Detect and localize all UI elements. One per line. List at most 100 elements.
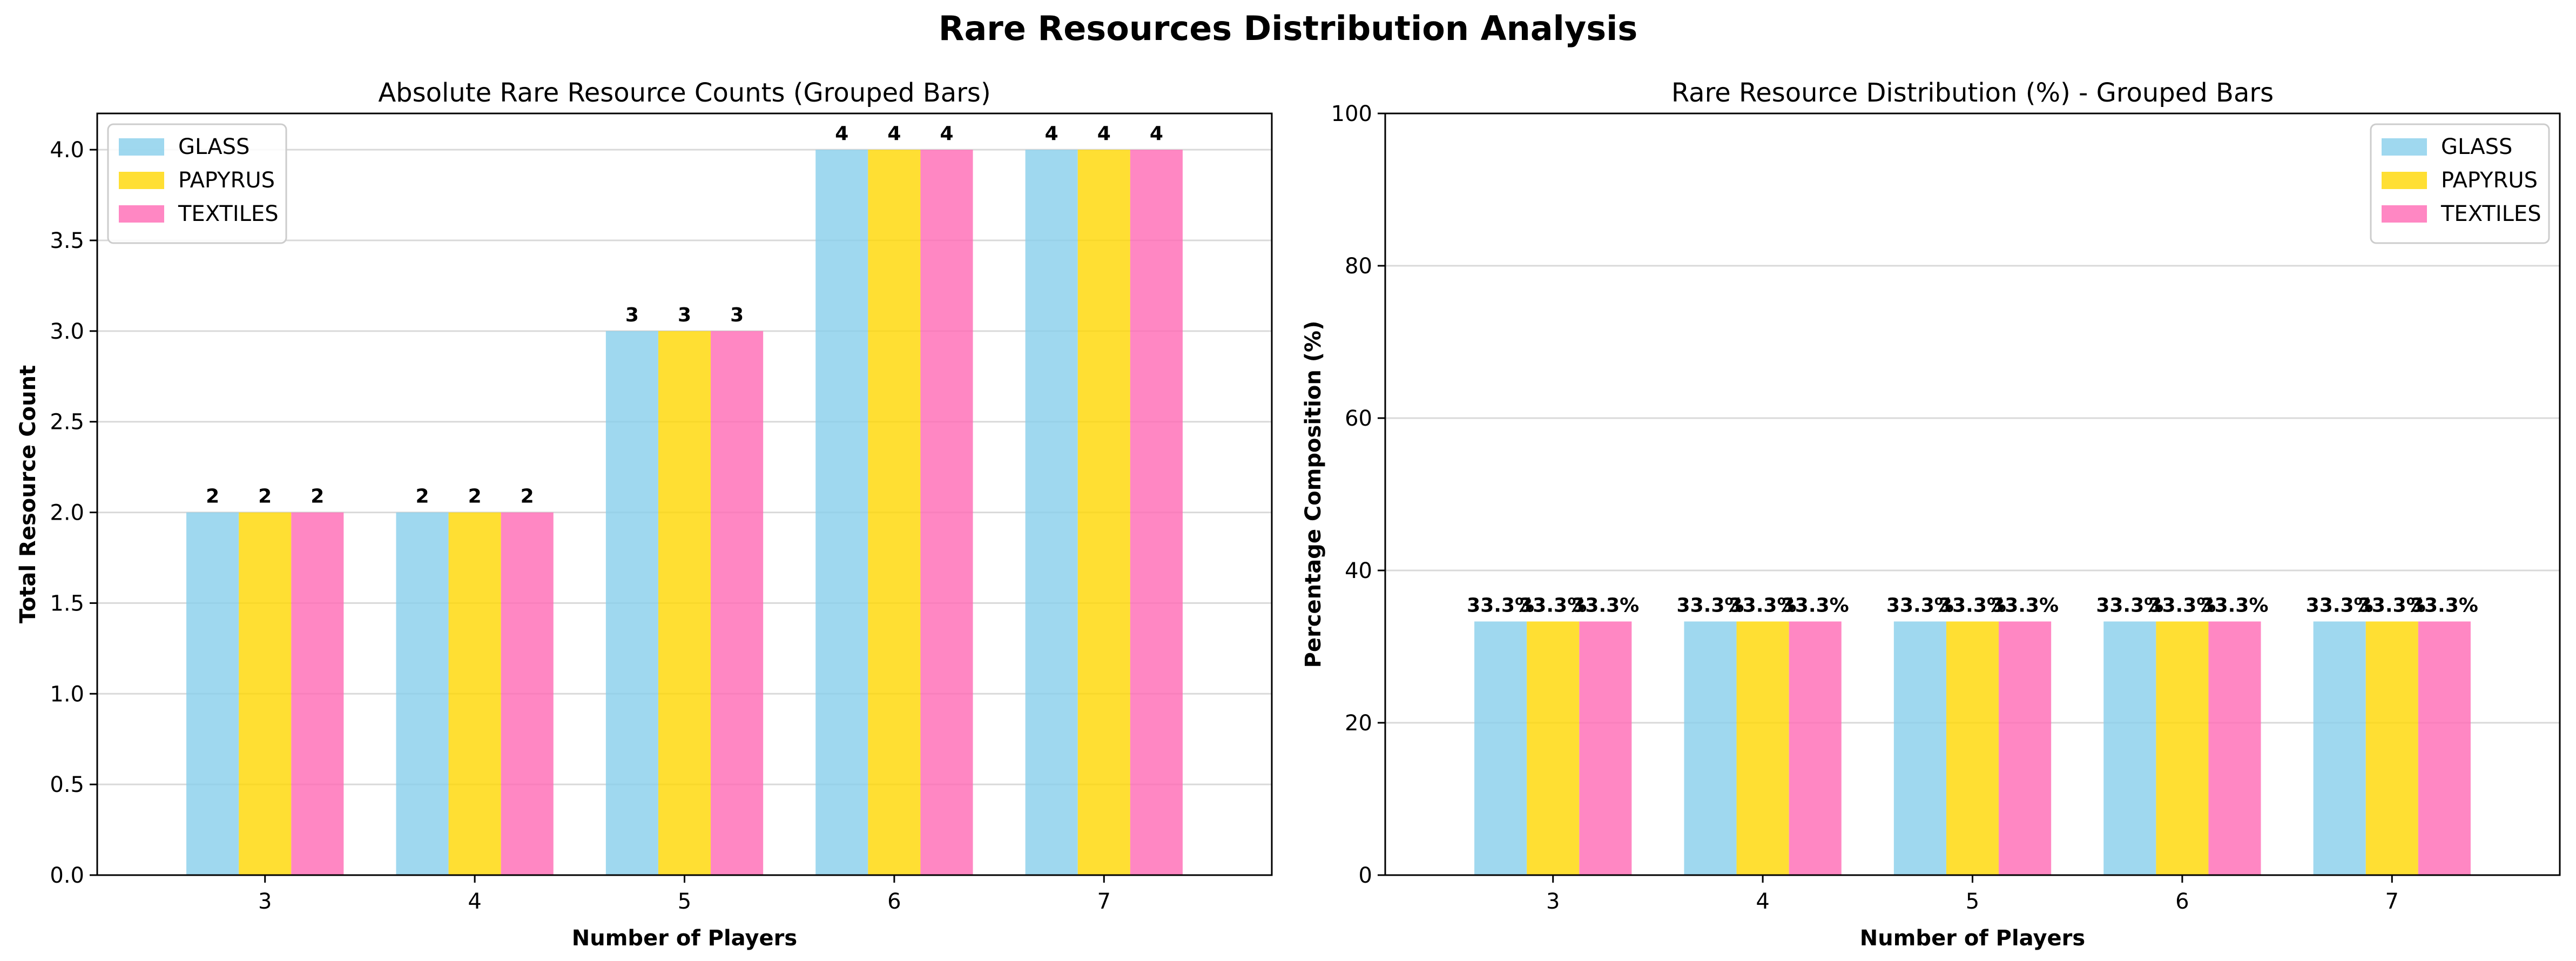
legend-swatch xyxy=(2382,205,2427,223)
y-tick-label: 60 xyxy=(1345,406,1372,431)
y-tick-label: 0 xyxy=(1359,863,1372,888)
legend-swatch xyxy=(2382,172,2427,189)
bar xyxy=(2208,621,2261,875)
data-label: 4 xyxy=(1097,123,1111,145)
x-tick-label: 6 xyxy=(887,889,901,914)
bar xyxy=(1893,621,1946,875)
bar xyxy=(711,331,764,875)
bar xyxy=(1527,621,1580,875)
bar xyxy=(2313,621,2366,875)
bar xyxy=(2418,621,2471,875)
bar xyxy=(1130,150,1183,876)
bar xyxy=(448,512,501,875)
bar xyxy=(1999,621,2052,875)
legend-label: PAPYRUS xyxy=(2441,168,2538,193)
bar xyxy=(291,512,344,875)
y-tick-label: 2.0 xyxy=(50,501,84,526)
legend-label: GLASS xyxy=(178,135,249,159)
y-tick-label: 0.0 xyxy=(50,863,84,888)
legend-swatch xyxy=(2382,138,2427,156)
data-label: 4 xyxy=(1150,123,1163,145)
figure-title: Rare Resources Distribution Analysis xyxy=(939,9,1638,48)
y-axis-label: Percentage Composition (%) xyxy=(1301,321,1326,668)
data-label: 33.3% xyxy=(1991,594,2059,616)
x-axis-label: Number of Players xyxy=(572,926,797,951)
bar xyxy=(396,512,449,875)
bar xyxy=(2103,621,2156,875)
x-tick-label: 3 xyxy=(1546,889,1560,914)
data-label: 33.3% xyxy=(2096,594,2163,616)
bar xyxy=(1579,621,1632,875)
x-tick-label: 7 xyxy=(1097,889,1111,914)
data-label: 33.3% xyxy=(1782,594,1849,616)
x-tick-label: 3 xyxy=(258,889,272,914)
data-label: 33.3% xyxy=(1939,594,2006,616)
data-label: 33.3% xyxy=(2148,594,2216,616)
bar xyxy=(1736,621,1789,875)
x-tick-label: 5 xyxy=(678,889,691,914)
legend-label: GLASS xyxy=(2441,135,2512,159)
x-tick-label: 5 xyxy=(1966,889,1979,914)
x-tick-label: 4 xyxy=(1756,889,1769,914)
data-label: 2 xyxy=(311,486,324,508)
bar xyxy=(1025,150,1078,876)
y-tick-label: 80 xyxy=(1345,254,1372,279)
y-tick-label: 20 xyxy=(1345,711,1372,736)
data-label: 3 xyxy=(730,304,744,326)
y-tick-label: 1.0 xyxy=(50,682,84,707)
legend-label: TEXTILES xyxy=(178,201,279,226)
data-label: 3 xyxy=(678,304,691,326)
legend-label: TEXTILES xyxy=(2440,201,2541,226)
data-label: 2 xyxy=(258,486,272,508)
chart-panel-absolute-counts: 0.0 0.5 1.0 1.5 2.0 2.5 3.0 3.5 4.0 2 2 3 4 4 2 2 3 4 4 2 2 3… xyxy=(16,78,1273,951)
y-tick-label: 40 xyxy=(1345,559,1372,583)
data-label: 33.3% xyxy=(1572,594,1639,616)
data-label: 2 xyxy=(468,486,482,508)
data-label: 33.3% xyxy=(2201,594,2269,616)
plot-frame xyxy=(1384,112,2561,876)
data-label: 33.3% xyxy=(1886,594,1954,616)
chart-title: Rare Resource Distribution (%) - Grouped… xyxy=(1671,78,2274,108)
data-label: 2 xyxy=(415,486,429,508)
bar xyxy=(2156,621,2209,875)
data-label: 3 xyxy=(625,304,639,326)
bar xyxy=(239,512,292,875)
y-axis-label: Total Resource Count xyxy=(16,365,41,623)
chart-title: Absolute Rare Resource Counts (Grouped B… xyxy=(378,78,990,108)
bar xyxy=(1077,150,1130,876)
y-tick-label: 3.0 xyxy=(50,319,84,344)
x-tick-label: 6 xyxy=(2175,889,2189,914)
bar xyxy=(186,512,239,875)
y-tick-label: 100 xyxy=(1331,102,1372,126)
y-tick-label: 3.5 xyxy=(50,229,84,253)
bar xyxy=(658,331,711,875)
data-label: 33.3% xyxy=(2306,594,2373,616)
bar xyxy=(605,331,658,875)
legend: GLASS PAPYRUS TEXTILES xyxy=(2370,123,2550,244)
bar xyxy=(1789,621,1842,875)
data-label: 33.3% xyxy=(2411,594,2478,616)
legend-swatch xyxy=(119,138,164,156)
x-tick-label: 4 xyxy=(468,889,481,914)
data-label: 33.3% xyxy=(1519,594,1587,616)
legend-swatch xyxy=(119,205,164,223)
data-label: 33.3% xyxy=(2358,594,2426,616)
x-tick-label: 7 xyxy=(2385,889,2399,914)
bar xyxy=(1474,621,1527,875)
legend-swatch xyxy=(119,172,164,189)
y-tick-label: 2.5 xyxy=(50,410,84,435)
data-label: 33.3% xyxy=(1729,594,1797,616)
x-axis-label: Number of Players xyxy=(1860,926,2085,951)
data-label: 2 xyxy=(521,486,534,508)
data-label: 4 xyxy=(1045,123,1058,145)
bar xyxy=(1684,621,1737,875)
data-label: 33.3% xyxy=(1467,594,1534,616)
bar xyxy=(920,150,973,876)
data-label: 4 xyxy=(835,123,848,145)
plot-frame xyxy=(96,112,1273,876)
bar xyxy=(2365,621,2418,875)
y-tick-label: 4.0 xyxy=(50,138,84,163)
bar xyxy=(868,150,921,876)
